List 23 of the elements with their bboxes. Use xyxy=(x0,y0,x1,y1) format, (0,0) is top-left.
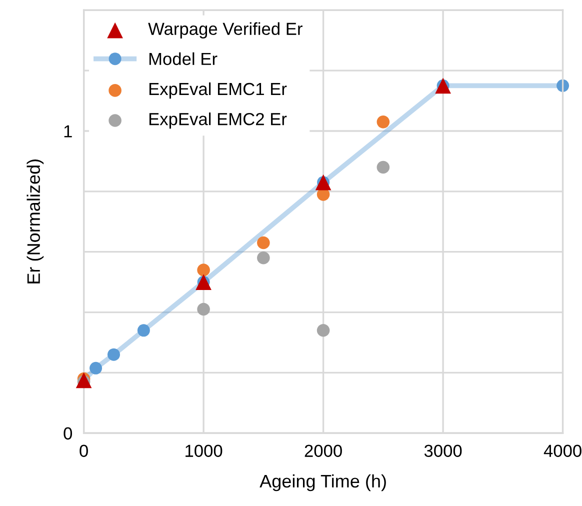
x-tick-label: 3000 xyxy=(424,444,462,457)
legend-label: ExpEval EMC2 Er xyxy=(149,112,287,129)
point xyxy=(90,362,102,374)
point xyxy=(137,324,150,337)
point xyxy=(197,302,210,316)
y-tick-label: 1 xyxy=(64,125,72,138)
legend-label: ExpEval EMC1 Er xyxy=(149,82,287,99)
point xyxy=(376,116,390,128)
point xyxy=(107,348,120,361)
legend-label: Model Er xyxy=(149,52,218,66)
legend-label: Warpage Verified Er xyxy=(148,22,302,38)
x-tick-label: 1000 xyxy=(186,444,222,457)
point xyxy=(197,264,210,276)
point xyxy=(257,251,270,264)
x-tick-label: 4000 xyxy=(544,444,582,457)
point xyxy=(376,160,390,174)
y-axis-title: Er (Normalized) xyxy=(26,160,44,284)
x-tick-label: 2000 xyxy=(304,444,342,457)
point xyxy=(556,79,570,92)
point xyxy=(257,236,270,250)
point xyxy=(316,324,330,337)
x-tick-label: 0 xyxy=(80,444,88,457)
x-axis-title: Ageing Time (h) xyxy=(260,474,386,492)
